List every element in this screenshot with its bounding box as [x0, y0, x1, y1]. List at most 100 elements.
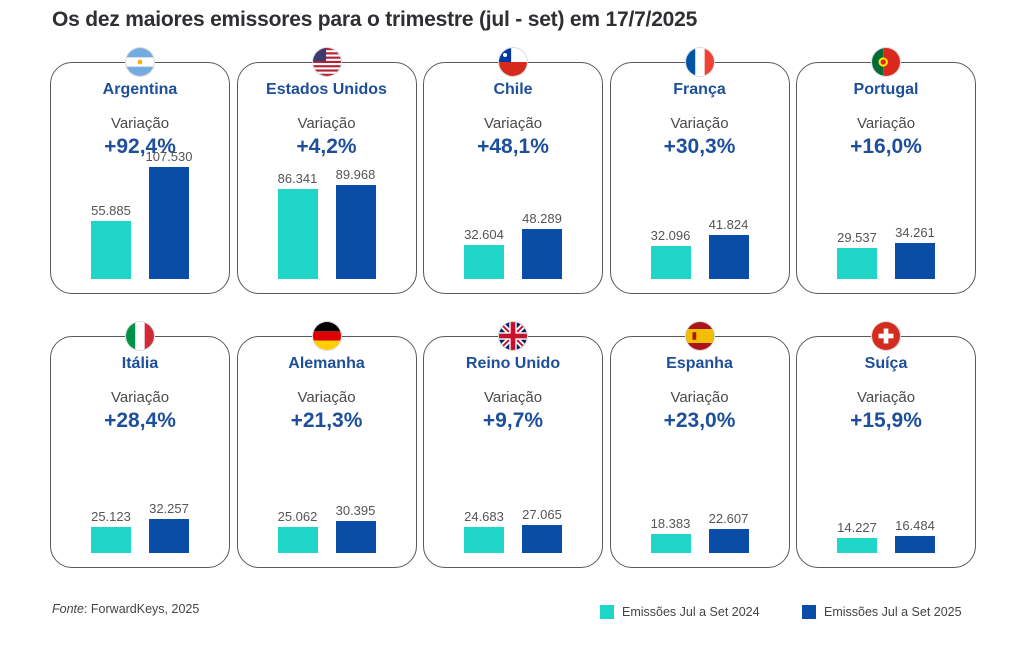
- bar-2024: [837, 538, 877, 553]
- variation-label: Variação: [670, 115, 729, 132]
- variation-value: +48,1%: [477, 135, 549, 158]
- bar-label-2024: 14.227: [837, 520, 877, 535]
- page-title: Os dez maiores emissores para o trimestr…: [52, 8, 698, 31]
- bar-2025: [335, 521, 376, 553]
- panel-switzerland: Suíça Variação +15,9% 14.227 16.484: [796, 321, 977, 569]
- source-text: : ForwardKeys, 2025: [83, 602, 200, 616]
- bar-group: 55.885 107.530: [51, 63, 231, 295]
- variation-value: +4,2%: [296, 135, 357, 158]
- country-name: Estados Unidos: [266, 81, 387, 98]
- bar-2024: [91, 221, 131, 279]
- country-name: Reino Unido: [465, 355, 561, 372]
- bar-label-2025: 89.968: [335, 167, 376, 182]
- panel-uk: Reino Unido Variação +9,7% 24.683 27.065: [423, 321, 604, 569]
- bar-group: 25.123 32.257: [51, 337, 231, 569]
- legend-label-2025: Emissões Jul a Set 2025: [824, 605, 962, 619]
- italy-flag-icon: [125, 321, 155, 351]
- bar-2024: [277, 527, 318, 553]
- panel-chile: Chile Variação +48,1% 32.604 48.289: [423, 47, 604, 295]
- bar-label-2025: 34.261: [895, 225, 935, 240]
- bar-group: 32.096 41.824: [611, 63, 791, 295]
- bar-label-2024: 55.885: [91, 203, 131, 218]
- bar-label-2025: 32.257: [149, 501, 189, 516]
- bar-2025: [335, 185, 376, 279]
- bar-group: 24.683 27.065: [424, 337, 604, 569]
- country-name: Argentina: [102, 81, 178, 98]
- bar-2025: [149, 519, 189, 553]
- bar-group: 86.341 89.968: [238, 63, 418, 295]
- variation-label: Variação: [110, 389, 170, 406]
- legend-item-2025: Emissões Jul a Set 2025: [802, 604, 962, 620]
- variation-value: +21,3%: [290, 409, 363, 432]
- panel-argentina: Argentina Variação +92,4% 55.885 107.530: [50, 47, 231, 295]
- bar-2024: [464, 245, 504, 279]
- portugal-flag-icon: [871, 47, 901, 77]
- bar-2024: [650, 246, 691, 279]
- panel-usa: Estados Unidos Variação +4,2% 86.341 89.968: [236, 47, 418, 295]
- variation-value: +16,0%: [850, 135, 922, 158]
- usa-flag-icon: [311, 47, 342, 77]
- bar-label-2025: 27.065: [522, 507, 562, 522]
- bar-label-2025: 22.607: [708, 511, 749, 526]
- country-name: Itália: [121, 355, 159, 372]
- variation-label: Variação: [483, 115, 543, 132]
- bar-2024: [91, 527, 131, 553]
- country-name: Chile: [493, 81, 533, 98]
- legend-label-2024: Emissões Jul a Set 2024: [622, 605, 760, 619]
- bar-label-2025: 41.824: [708, 217, 749, 232]
- country-name: Espanha: [666, 355, 733, 372]
- country-name: França: [673, 81, 726, 98]
- bar-group: 32.604 48.289: [424, 63, 604, 295]
- bar-2024: [464, 527, 504, 553]
- bar-2024: [837, 248, 877, 279]
- bar-2025: [522, 229, 562, 279]
- bar-label-2024: 24.683: [464, 509, 504, 524]
- variation-value: +92,4%: [104, 135, 176, 158]
- bar-group: 18.383 22.607: [611, 337, 791, 569]
- bar-label-2024: 18.383: [650, 516, 691, 531]
- bar-label-2025: 107.530: [145, 149, 193, 164]
- variation-value: +30,3%: [663, 135, 736, 158]
- variation-value: +9,7%: [482, 409, 544, 432]
- variation-label: Variação: [670, 389, 729, 406]
- france-flag-icon: [684, 47, 715, 77]
- bar-group: 29.537 34.261: [797, 63, 977, 295]
- panel-france: França Variação +30,3% 32.096 41.824: [609, 47, 791, 295]
- bar-label-2025: 16.484: [895, 518, 935, 533]
- bar-label-2024: 25.123: [91, 509, 131, 524]
- bar-2024: [277, 189, 318, 279]
- germany-flag-icon: [311, 321, 342, 351]
- bar-label-2024: 32.604: [464, 227, 504, 242]
- uk-flag-icon: [498, 321, 528, 351]
- bar-group: 14.227 16.484: [797, 337, 977, 569]
- bar-label-2024: 86.341: [277, 171, 318, 186]
- bar-label-2024: 29.537: [837, 230, 877, 245]
- argentina-flag-icon: [125, 47, 155, 77]
- country-name: Alemanha: [288, 355, 365, 372]
- bar-label-2024: 25.062: [277, 509, 318, 524]
- panel-portugal: Portugal Variação +16,0% 29.537 34.261: [796, 47, 977, 295]
- variation-label: Variação: [856, 389, 916, 406]
- source-prefix: Fonte: [52, 602, 84, 616]
- bar-2025: [149, 167, 189, 279]
- variation-label: Variação: [856, 115, 916, 132]
- legend-swatch-2025: [802, 605, 816, 619]
- bar-group: 25.062 30.395: [238, 337, 418, 569]
- variation-label: Variação: [110, 115, 170, 132]
- variation-value: +15,9%: [850, 409, 922, 432]
- country-name: Portugal: [853, 81, 919, 98]
- chile-flag-icon: [498, 47, 528, 77]
- legend-swatch-2024: [600, 605, 614, 619]
- bar-2025: [708, 235, 749, 279]
- variation-label: Variação: [483, 389, 543, 406]
- variation-value: +28,4%: [104, 409, 176, 432]
- switzerland-flag-icon: [871, 321, 901, 351]
- source-note: Fonte: ForwardKeys, 2025: [52, 602, 199, 616]
- bar-2025: [895, 243, 935, 279]
- variation-label: Variação: [297, 115, 356, 132]
- panel-spain: Espanha Variação +23,0% 18.383 22.607: [609, 321, 791, 569]
- bar-2025: [522, 525, 562, 553]
- bar-label-2025: 48.289: [522, 211, 562, 226]
- panel-italy: Itália Variação +28,4% 25.123 32.257: [50, 321, 231, 569]
- spain-flag-icon: [684, 321, 715, 351]
